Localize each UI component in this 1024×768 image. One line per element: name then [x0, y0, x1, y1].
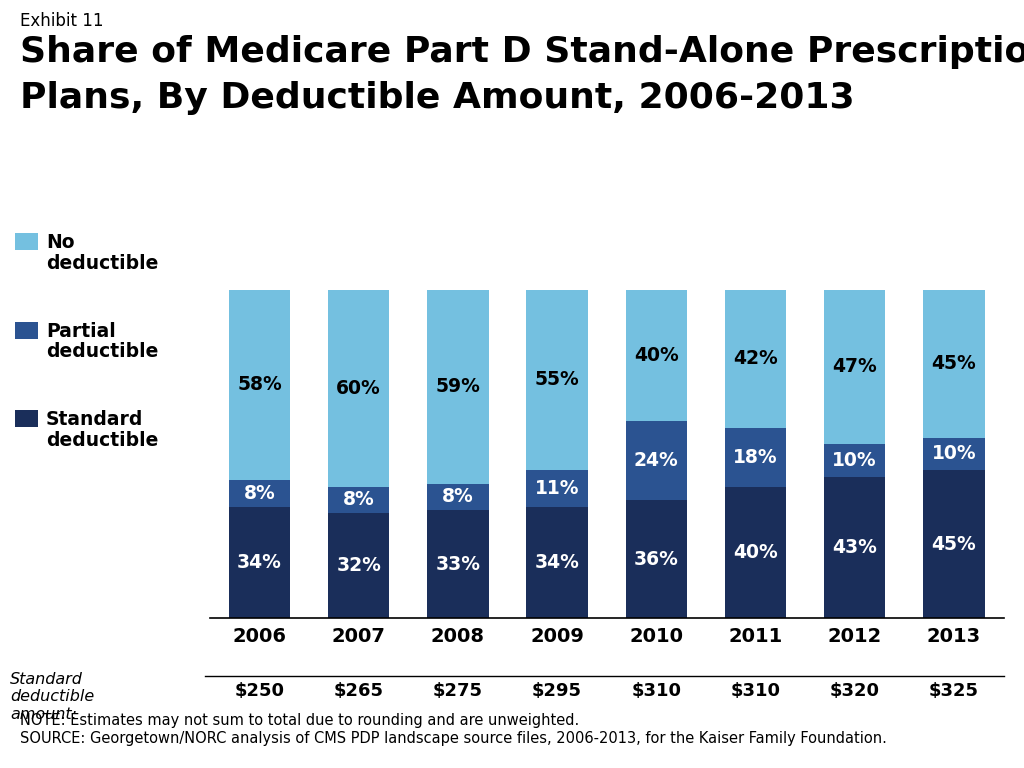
Bar	[924, 290, 985, 438]
Bar	[328, 290, 389, 487]
Text: 8%: 8%	[343, 491, 375, 509]
Bar	[328, 487, 389, 513]
Text: Partial
deductible: Partial deductible	[46, 322, 159, 361]
Text: $320: $320	[829, 682, 880, 700]
Text: 24%: 24%	[634, 451, 679, 470]
Text: 32%: 32%	[336, 556, 381, 575]
Text: $295: $295	[532, 682, 582, 700]
Text: KAISER: KAISER	[898, 710, 971, 728]
Text: 8%: 8%	[244, 484, 275, 503]
Text: $250: $250	[234, 682, 285, 700]
Bar	[526, 507, 588, 618]
Text: $275: $275	[433, 682, 483, 700]
Bar	[427, 290, 488, 484]
Bar	[626, 500, 687, 618]
Text: 40%: 40%	[634, 346, 679, 365]
Text: 10%: 10%	[932, 445, 976, 463]
Bar	[427, 510, 488, 618]
Text: 18%: 18%	[733, 448, 778, 467]
Bar	[924, 470, 985, 618]
Bar	[725, 428, 786, 487]
Text: 36%: 36%	[634, 550, 679, 568]
Text: $310: $310	[632, 682, 681, 700]
Text: NOTE: Estimates may not sum to total due to rounding and are unweighted.: NOTE: Estimates may not sum to total due…	[20, 713, 580, 728]
Bar	[228, 290, 290, 480]
Text: Plans, By Deductible Amount, 2006-2013: Plans, By Deductible Amount, 2006-2013	[20, 81, 855, 114]
Text: 10%: 10%	[833, 451, 877, 470]
Bar	[228, 507, 290, 618]
Text: FOUNDATION: FOUNDATION	[900, 747, 969, 756]
Bar	[228, 480, 290, 507]
Text: Standard
deductible: Standard deductible	[46, 410, 159, 449]
Text: 45%: 45%	[932, 354, 976, 373]
Bar	[626, 290, 687, 421]
Text: 8%: 8%	[442, 487, 474, 506]
Text: No
deductible: No deductible	[46, 233, 159, 273]
Text: Standard
deductible
amount:: Standard deductible amount:	[10, 672, 94, 722]
Bar	[725, 487, 786, 618]
Text: 34%: 34%	[535, 553, 580, 572]
Text: 58%: 58%	[238, 376, 282, 395]
Text: 42%: 42%	[733, 349, 778, 368]
Text: Exhibit 11: Exhibit 11	[20, 12, 104, 29]
Bar	[824, 444, 886, 477]
Text: Share of Medicare Part D Stand-Alone Prescription Drug: Share of Medicare Part D Stand-Alone Pre…	[20, 35, 1024, 68]
Text: $310: $310	[730, 682, 780, 700]
Text: THE HENRY J.: THE HENRY J.	[901, 696, 968, 705]
Bar	[924, 438, 985, 470]
Text: 11%: 11%	[535, 479, 580, 498]
Bar	[427, 484, 488, 510]
Text: 34%: 34%	[238, 553, 282, 572]
Bar	[626, 421, 687, 500]
Text: 60%: 60%	[336, 379, 381, 398]
Bar	[328, 513, 389, 618]
Text: 47%: 47%	[833, 357, 878, 376]
Text: $265: $265	[334, 682, 384, 700]
Text: 55%: 55%	[535, 370, 580, 389]
Bar	[526, 470, 588, 507]
Bar	[824, 477, 886, 618]
Text: 59%: 59%	[435, 377, 480, 396]
Bar	[824, 290, 886, 444]
Text: 43%: 43%	[833, 538, 878, 557]
Text: FAMILY: FAMILY	[899, 726, 970, 743]
Text: 33%: 33%	[435, 554, 480, 574]
Text: 45%: 45%	[932, 535, 976, 554]
Bar	[725, 290, 786, 428]
Text: $325: $325	[929, 682, 979, 700]
Text: SOURCE: Georgetown/NORC analysis of CMS PDP landscape source files, 2006-2013, f: SOURCE: Georgetown/NORC analysis of CMS …	[20, 731, 888, 746]
Bar	[526, 290, 588, 470]
Text: 40%: 40%	[733, 543, 778, 562]
